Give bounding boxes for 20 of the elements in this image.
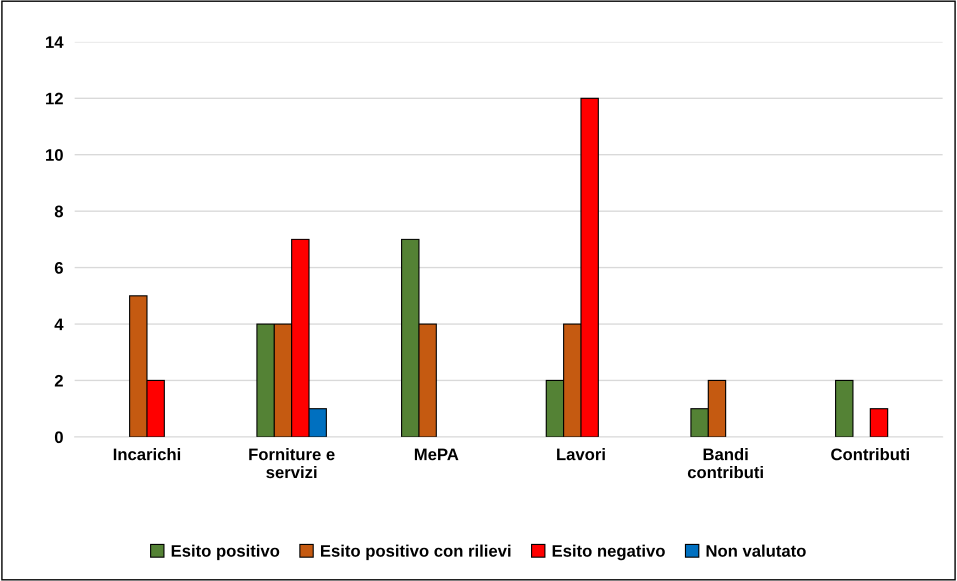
x-tick-label: Contributi: [831, 448, 909, 460]
x-tick-label: MePA: [414, 448, 458, 460]
y-tick-label: 8: [54, 206, 64, 218]
x-tick-label: Bandi contributi: [688, 448, 763, 478]
x-tick-label: Forniture e servizi: [249, 448, 335, 478]
x-tick-label: Incarichi: [114, 448, 180, 460]
y-tick-label: 2: [54, 374, 63, 387]
y-tick-label: 12: [46, 92, 63, 104]
bar: [870, 408, 888, 437]
y-tick-label: 4: [54, 318, 64, 330]
legend-label: Non valutato: [706, 544, 806, 557]
x-tick-label: Lavori: [557, 448, 605, 460]
y-tick-label: 0: [54, 431, 63, 444]
y-tick-label: 6: [54, 262, 63, 274]
y-tick-label: 14: [46, 36, 64, 48]
y-tick-label: 10: [46, 149, 63, 161]
legend-label: Esito positivo: [172, 544, 280, 560]
bar: [835, 380, 854, 437]
legend-label: Esito negativo: [552, 544, 665, 560]
legend-label: Esito positivo con rilievi: [320, 544, 510, 560]
